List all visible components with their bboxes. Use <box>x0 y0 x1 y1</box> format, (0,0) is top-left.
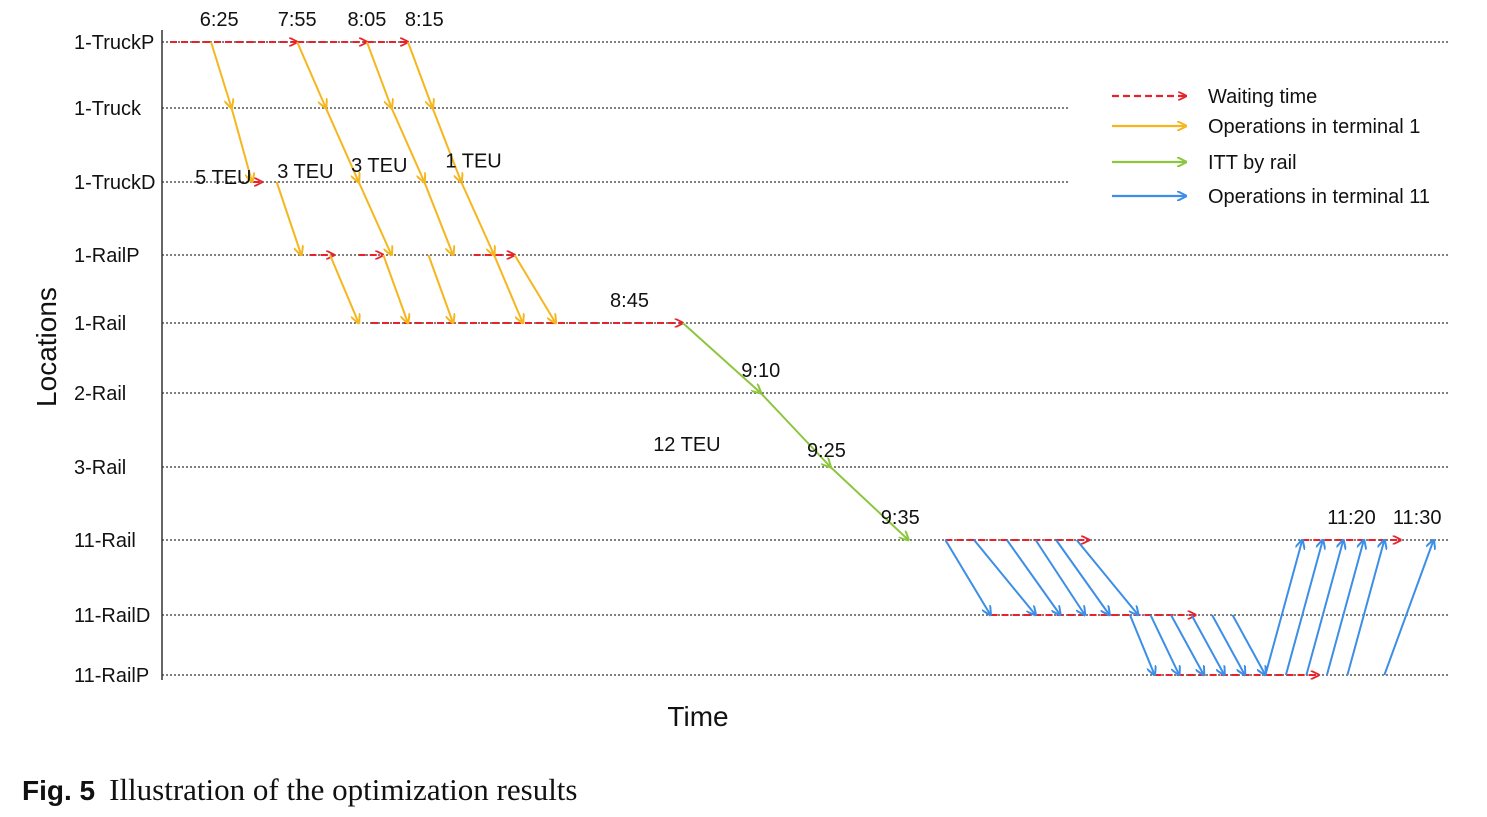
operations-in-terminal-11-arrow-14 <box>1284 540 1323 676</box>
legend-label-operations-in-terminal-11: Operations in terminal 11 <box>1208 186 1430 208</box>
location-labels: 1-TruckP 1-Truck 1-TruckD 1-RailP 1-Rail 2-Ra… <box>74 32 155 687</box>
legend: Waiting time Operations in terminal 1 ITT … <box>1112 86 1430 208</box>
itt-by-rail-arrow-3 <box>829 466 909 540</box>
operations-in-terminal-11-arrow-11 <box>1211 614 1245 675</box>
legend-item-itt-by-rail: ITT by rail <box>1112 152 1297 174</box>
location-label-1-rail: 1-Rail <box>74 313 126 335</box>
operations-in-terminal-11-arrow-9 <box>1170 614 1204 675</box>
operations-in-terminal-1-arrow-6 <box>324 107 359 182</box>
operations-in-terminal-11-arrow-4 <box>1034 539 1085 615</box>
legend-item-operations-in-terminal-1: Operations in terminal 1 <box>1112 116 1420 138</box>
location-label-1-truckd: 1-TruckD <box>74 172 155 194</box>
annotation-9-25-12: 9:25 <box>807 440 846 462</box>
location-label-2-rail: 2-Rail <box>74 383 126 405</box>
annotation-3-teu-6: 3 TEU <box>277 161 333 183</box>
operations-in-terminal-1-arrow-9 <box>365 41 392 108</box>
itt-by-rail-arrow-1 <box>682 322 761 393</box>
legend-label-waiting-time: Waiting time <box>1208 86 1317 108</box>
operations-in-terminal-1-arrow-15 <box>460 181 494 255</box>
annotation-5-teu-5: 5 TEU <box>195 167 251 189</box>
location-label-11-railp: 11-RailP <box>74 665 149 687</box>
legend-label-operations-in-terminal-1: Operations in terminal 1 <box>1208 116 1420 138</box>
operations-in-terminal-1-arrow-17 <box>513 254 556 323</box>
location-label-1-truckp: 1-TruckP <box>74 32 154 54</box>
operations-in-terminal-11-arrow-7 <box>1129 614 1155 675</box>
operations-in-terminal-1-arrow-8 <box>382 254 408 323</box>
operations-in-terminal-11-arrow-12 <box>1231 614 1266 675</box>
operations-in-terminal-1-arrow-4 <box>329 254 359 323</box>
annotation-3-teu-7: 3 TEU <box>351 155 407 177</box>
operations-in-terminal-11-arrow-5 <box>1055 539 1109 615</box>
annotation-12-teu-11: 12 TEU <box>653 434 720 456</box>
operations-in-terminal-1-arrow-16 <box>493 254 523 323</box>
annotation-9-10-10: 9:10 <box>741 360 780 382</box>
location-label-11-rail: 11-Rail <box>74 530 136 552</box>
location-label-1-truck: 1-Truck <box>74 98 142 120</box>
annotation-1-teu-8: 1 TEU <box>445 151 501 173</box>
operations-in-terminal-1-arrow-11 <box>423 181 453 255</box>
operations-in-terminal-11-arrow-1 <box>944 539 990 615</box>
caption-fig-label: Fig. 5 <box>22 775 96 806</box>
operations-in-terminal-1-arrow-1 <box>210 41 232 108</box>
operations-in-terminal-11-arrow-2 <box>973 539 1036 615</box>
location-label-3-rail: 3-Rail <box>74 457 126 479</box>
operations-in-terminal-11-arrow-6 <box>1075 539 1139 615</box>
annotation-8-05-3: 8:05 <box>347 9 386 31</box>
series-layer <box>170 42 1434 675</box>
x-axis-title: Time <box>667 701 728 732</box>
operations-in-terminal-1-arrow-12 <box>427 254 453 323</box>
series-waiting-time <box>170 42 1401 675</box>
annotation-8-15-4: 8:15 <box>405 9 444 31</box>
legend-item-operations-in-terminal-11: Operations in terminal 11 <box>1112 186 1430 208</box>
legend-label-itt-by-rail: ITT by rail <box>1208 152 1297 174</box>
operations-in-terminal-1-arrow-5 <box>296 41 326 108</box>
figure-caption: Fig. 5 Illustration of the optimization r… <box>22 772 578 808</box>
location-gridlines <box>162 41 1450 676</box>
operations-in-terminal-1-arrow-7 <box>357 181 392 255</box>
operations-in-terminal-11-arrow-15 <box>1305 540 1343 676</box>
operations-in-terminal-11-arrow-8 <box>1149 614 1180 675</box>
operations-in-terminal-1-arrow-10 <box>390 107 425 182</box>
series-operations-in-terminal-11 <box>944 539 1433 676</box>
annotation-11-20-14: 11:20 <box>1327 507 1376 529</box>
operations-in-terminal-1-arrow-14 <box>431 107 462 182</box>
operations-in-terminal-11-arrow-16 <box>1325 540 1364 676</box>
operations-in-terminal-11-arrow-17 <box>1346 540 1384 676</box>
annotation-8-45-9: 8:45 <box>610 290 649 312</box>
operations-in-terminal-1-arrow-3 <box>275 181 302 255</box>
annotation-6-25-1: 6:25 <box>200 9 239 31</box>
itt-by-rail-arrow-2 <box>760 392 831 467</box>
operations-in-terminal-11-arrow-18 <box>1383 540 1433 676</box>
annotation-11-30-15: 11:30 <box>1393 507 1442 529</box>
annotation-9-35-13: 9:35 <box>881 507 920 529</box>
operations-in-terminal-1-arrow-13 <box>407 41 433 108</box>
annotations: 6:25 7:55 8:05 8:15 5 TEU 3 TEU 3 TEU 1 TEU 8:45… <box>195 9 1441 529</box>
series-itt-by-rail <box>682 322 909 540</box>
operations-in-terminal-11-arrow-3 <box>1006 539 1060 615</box>
legend-item-waiting-time: Waiting time <box>1112 86 1317 108</box>
location-label-1-railp: 1-RailP <box>74 245 140 267</box>
operations-in-terminal-11-arrow-10 <box>1190 614 1225 675</box>
operations-in-terminal-1-arrow-2 <box>230 107 253 182</box>
annotation-7-55-2: 7:55 <box>278 9 317 31</box>
caption-text: Illustration of the optimization results <box>109 772 578 807</box>
y-axis-title: Locations <box>31 287 62 407</box>
location-label-11-raild: 11-RailD <box>74 605 150 627</box>
series-operations-in-terminal-1 <box>210 41 556 323</box>
operations-in-terminal-11-arrow-13 <box>1264 540 1302 676</box>
